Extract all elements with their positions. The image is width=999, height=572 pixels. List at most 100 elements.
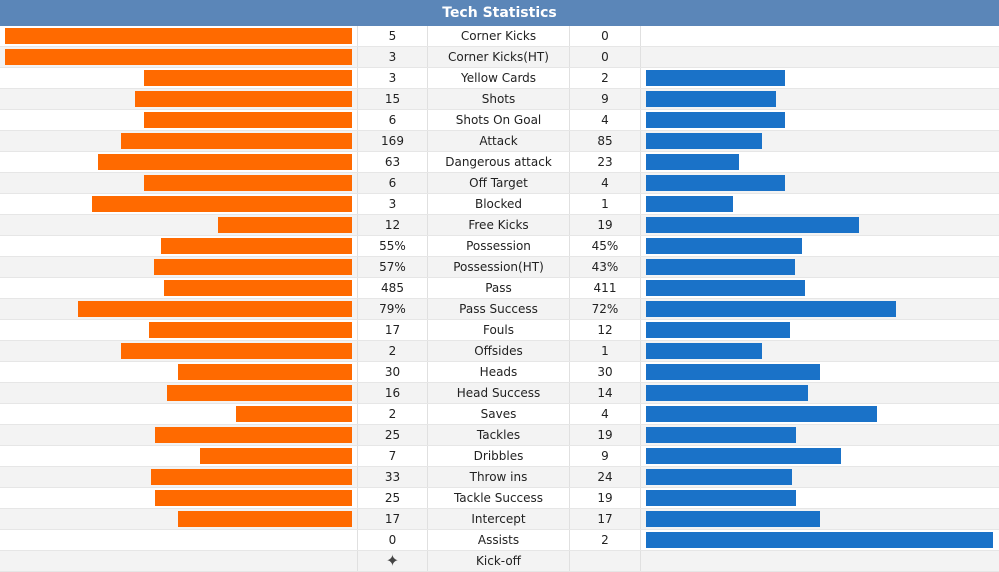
home-value: 57% bbox=[357, 257, 428, 277]
away-bar-cell bbox=[641, 236, 999, 256]
stat-name: Heads bbox=[479, 365, 518, 379]
home-bar bbox=[164, 280, 352, 296]
stat-name: Attack bbox=[479, 134, 518, 148]
kickoff-row: ✦ Kick-off bbox=[0, 551, 999, 572]
stat-name: Kick-off bbox=[476, 554, 521, 568]
home-value: 169 bbox=[357, 131, 428, 151]
kickoff-ball-icon: ✦ bbox=[385, 551, 400, 570]
stat-row: 2 Offsides 1 bbox=[0, 341, 999, 362]
home-bar bbox=[178, 511, 352, 527]
away-value: 24 bbox=[569, 467, 641, 487]
home-value: 12 bbox=[357, 215, 428, 235]
home-value: 55% bbox=[357, 236, 428, 256]
away-value: 43% bbox=[569, 257, 641, 277]
away-bar bbox=[646, 112, 785, 128]
away-value: 17 bbox=[569, 509, 641, 529]
home-bar-cell bbox=[0, 26, 357, 46]
home-bar bbox=[200, 448, 352, 464]
home-bar bbox=[178, 364, 352, 380]
home-bar-cell bbox=[0, 215, 357, 235]
away-value: 19 bbox=[569, 215, 641, 235]
header-title: Tech Statistics bbox=[442, 5, 557, 21]
away-bar bbox=[646, 385, 808, 401]
home-bar-cell bbox=[0, 509, 357, 529]
home-bar bbox=[78, 301, 352, 317]
away-value: 45% bbox=[569, 236, 641, 256]
away-bar bbox=[646, 343, 762, 359]
home-bar bbox=[135, 91, 352, 107]
home-value: 63 bbox=[357, 152, 428, 172]
away-value: 85 bbox=[569, 131, 641, 151]
away-bar-cell bbox=[641, 173, 999, 193]
kickoff-indicator: ✦ bbox=[357, 551, 428, 571]
stat-row: 17 Fouls 12 bbox=[0, 320, 999, 341]
away-bar-cell bbox=[641, 446, 999, 466]
home-bar bbox=[155, 490, 352, 506]
stat-row: 17 Intercept 17 bbox=[0, 509, 999, 530]
stat-name: Pass Success bbox=[459, 302, 538, 316]
home-value: 7 bbox=[357, 446, 428, 466]
home-value: 5 bbox=[357, 26, 428, 46]
home-bar-cell bbox=[0, 467, 357, 487]
away-value: 12 bbox=[569, 320, 641, 340]
stat-name: Dangerous attack bbox=[445, 155, 552, 169]
away-value: 14 bbox=[569, 383, 641, 403]
away-value: 19 bbox=[569, 488, 641, 508]
away-value: 1 bbox=[569, 341, 641, 361]
away-value: 0 bbox=[569, 26, 641, 46]
stat-name: Corner Kicks bbox=[460, 29, 537, 43]
away-bar-cell bbox=[641, 26, 999, 46]
home-value: 3 bbox=[357, 47, 428, 67]
away-value: 4 bbox=[569, 173, 641, 193]
stat-name: Blocked bbox=[474, 197, 523, 211]
stat-row: 6 Off Target 4 bbox=[0, 173, 999, 194]
away-bar-cell bbox=[641, 509, 999, 529]
away-value: 4 bbox=[569, 110, 641, 130]
away-bar bbox=[646, 70, 785, 86]
stat-name: Head Success bbox=[456, 386, 541, 400]
home-bar-cell bbox=[0, 236, 357, 256]
away-bar-cell bbox=[641, 68, 999, 88]
home-value: 15 bbox=[357, 89, 428, 109]
home-bar bbox=[92, 196, 352, 212]
home-bar bbox=[236, 406, 352, 422]
away-bar-cell bbox=[641, 425, 999, 445]
away-bar-cell bbox=[641, 383, 999, 403]
home-bar bbox=[167, 385, 352, 401]
away-bar-cell bbox=[641, 257, 999, 277]
home-value: 485 bbox=[357, 278, 428, 298]
away-bar-cell bbox=[641, 152, 999, 172]
away-value: 2 bbox=[569, 68, 641, 88]
home-value: 6 bbox=[357, 110, 428, 130]
home-value: 2 bbox=[357, 404, 428, 424]
away-bar-cell bbox=[641, 467, 999, 487]
away-value: 411 bbox=[569, 278, 641, 298]
stats-table: 5 Corner Kicks 0 3 Corner Kicks(HT) 0 3 Yellow … bbox=[0, 26, 999, 572]
away-bar bbox=[646, 217, 859, 233]
stat-name: Saves bbox=[480, 407, 517, 421]
home-bar bbox=[144, 112, 352, 128]
home-bar-cell bbox=[0, 425, 357, 445]
away-bar-cell bbox=[641, 530, 999, 550]
home-bar-cell bbox=[0, 404, 357, 424]
home-bar-cell bbox=[0, 152, 357, 172]
away-bar-cell bbox=[641, 89, 999, 109]
home-bar bbox=[5, 49, 352, 65]
home-bar bbox=[161, 238, 352, 254]
home-bar-cell bbox=[0, 89, 357, 109]
away-bar bbox=[646, 364, 820, 380]
away-bar bbox=[646, 196, 733, 212]
home-value: 30 bbox=[357, 362, 428, 382]
stat-row: 30 Heads 30 bbox=[0, 362, 999, 383]
away-value bbox=[569, 551, 641, 571]
away-value: 19 bbox=[569, 425, 641, 445]
stat-name: Assists bbox=[477, 533, 520, 547]
stat-name: Corner Kicks(HT) bbox=[448, 50, 549, 64]
away-bar bbox=[646, 427, 796, 443]
stat-row: 25 Tackles 19 bbox=[0, 425, 999, 446]
stat-name: Shots On Goal bbox=[455, 113, 542, 127]
stat-row: 63 Dangerous attack 23 bbox=[0, 152, 999, 173]
home-bar bbox=[121, 133, 352, 149]
home-bar bbox=[149, 322, 352, 338]
stat-name: Fouls bbox=[482, 323, 514, 337]
